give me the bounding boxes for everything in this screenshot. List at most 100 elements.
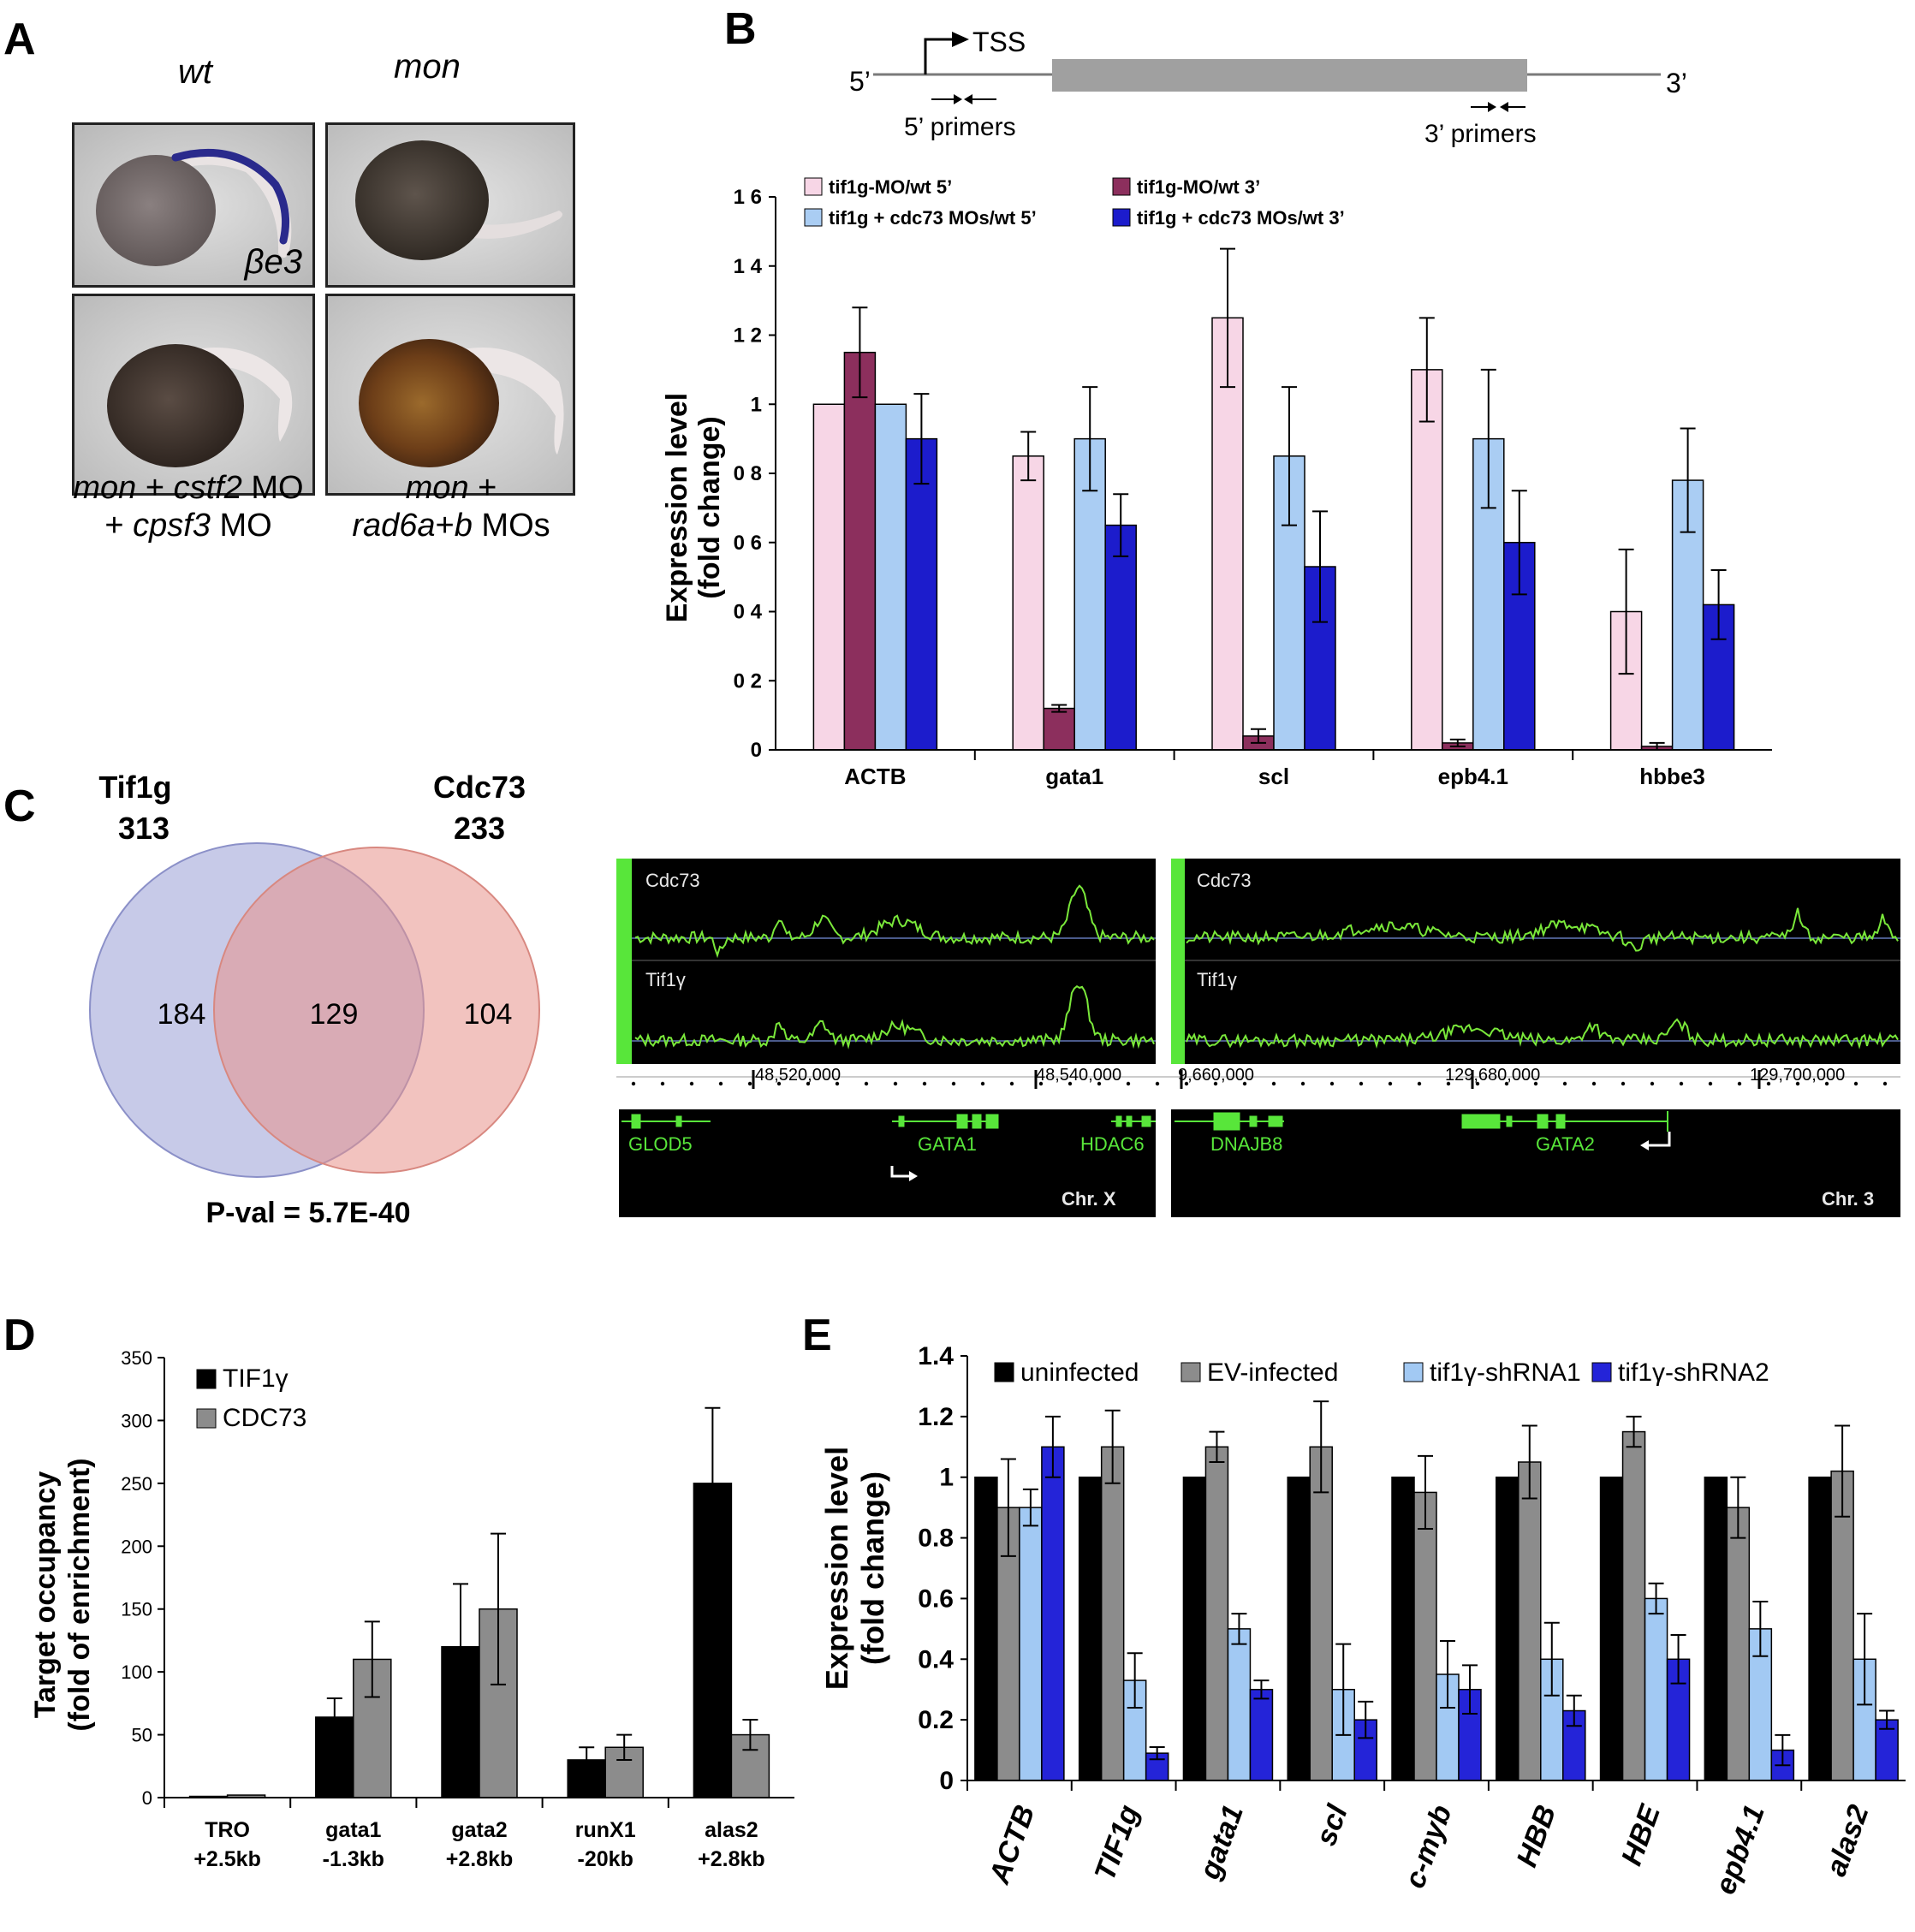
chart-e-errorbar-2-0 — [1022, 1488, 1038, 1527]
chart-b-errorbar-1-2 — [1251, 728, 1266, 744]
chart-e-errorbar-1-5 — [1521, 1424, 1537, 1500]
chart-e-bar-1-6 — [1621, 1430, 1646, 1781]
chart-e-bar-1-3 — [1309, 1446, 1333, 1781]
chart-e-errorbar-2-7 — [1752, 1600, 1769, 1657]
chart-b-xtick-4: hbbe3 — [1639, 764, 1705, 789]
chart-d-ytick-4: 200 — [121, 1536, 152, 1557]
chart-e-errorbar-2-3 — [1335, 1643, 1352, 1736]
coord-left-1: 48,520,000 — [755, 1066, 841, 1085]
set2-total: 233 — [454, 811, 505, 846]
signal-cdc73-right — [1186, 907, 1899, 952]
chart-e-bar-1-8 — [1830, 1470, 1854, 1781]
five-prime-primers-label: 5’ primers — [904, 113, 1016, 141]
chart-e-ytick-3: 0.6 — [918, 1584, 954, 1613]
chart-b-ytick-6: 1 2 — [734, 324, 762, 348]
chart-e-legend-swatch-0 — [994, 1362, 1014, 1382]
chart-b-ylabel: Expression level(fold change) — [661, 393, 726, 622]
chart-d-xtick-4-b: +2.8kb — [698, 1847, 765, 1866]
chart-b-errorbar-0-1 — [1020, 431, 1037, 482]
chart-e-errorbar-2-4 — [1440, 1640, 1455, 1709]
chart-e-bar-3-8 — [1875, 1719, 1899, 1781]
coord-right-0: 9,660,000 — [1178, 1066, 1254, 1085]
chart-b-errorbar-3-4 — [1710, 569, 1727, 640]
chart-e-bar-1-7 — [1726, 1507, 1751, 1781]
genome-browser: Cdc73 Tif1γ Cdc73 Tif1γ 48,520,000 48,54… — [616, 859, 1900, 1217]
chart-d-xtick-3-a: runX1 — [575, 1818, 636, 1842]
chart-d-xtick-3-b: -20kb — [578, 1847, 633, 1866]
chart-e-errorbar-3-4 — [1462, 1664, 1478, 1715]
chart-e-legend-label-0: uninfected — [1020, 1358, 1139, 1387]
signal-tif1g-right — [1186, 1018, 1899, 1049]
chart-b-ytick-3: 0 6 — [734, 532, 762, 555]
gene-label-dnajb8: DNAJB8 — [1210, 1133, 1282, 1155]
chart-e-errorbar-3-8 — [1879, 1709, 1895, 1730]
chart-b-errorbar-2-1 — [1082, 386, 1098, 492]
coord-right-1: 129,680,000 — [1445, 1066, 1540, 1085]
chart-b-bar-0-2 — [1211, 317, 1244, 751]
three-prime-label: 3’ — [1666, 68, 1687, 98]
chart-e-xtick-5: HBB — [1510, 1801, 1562, 1871]
chart-e-legend-swatch-1 — [1181, 1362, 1201, 1382]
gata1-tss-arrow — [890, 1166, 911, 1178]
chart-e-ytick-0: 0 — [939, 1767, 954, 1795]
chart-e-bar-1-2 — [1204, 1446, 1229, 1781]
chart-e-bar-3-0 — [1041, 1446, 1065, 1781]
venn-count-cdc73-only: 104 — [464, 998, 513, 1031]
chart-b-errorbar-2-4 — [1680, 427, 1696, 533]
chart-d-errorbar-0-4 — [705, 1406, 721, 1560]
chart-b-ytick-0: 0 — [751, 739, 762, 762]
track-label-tif1g-left: Tif1γ — [645, 969, 686, 990]
panel-letter-e: E — [802, 1311, 832, 1360]
set1-total: 313 — [118, 811, 169, 846]
chart-e-errorbar-1-8 — [1835, 1424, 1851, 1518]
chart-e-bar-0-1 — [1078, 1476, 1103, 1781]
chart-e-errorbar-1-7 — [1730, 1476, 1746, 1539]
chart-b-bar-0-3 — [1411, 369, 1443, 751]
set2-name: Cdc73 — [433, 770, 526, 805]
chart-e-legend-label-1: EV-infected — [1207, 1358, 1338, 1387]
chart-b-legend-label-1: tif1g-MO/wt 3’ — [1137, 176, 1260, 198]
chart-e-legend-swatch-3 — [1591, 1362, 1612, 1382]
chart-d-errorbar-0-3 — [579, 1746, 595, 1774]
chart-e-bar-2-2 — [1227, 1628, 1252, 1781]
chart-d-errorbar-1-3 — [616, 1733, 633, 1761]
chart-e-xtick-8: alas2 — [1820, 1801, 1876, 1881]
chart-e-errorbar-1-1 — [1104, 1409, 1121, 1484]
chart-b-legend-label-3: tif1g + cdc73 MOs/wt 3’ — [1137, 207, 1345, 229]
coordinate-ruler — [631, 1081, 1888, 1086]
chart-e-bar-1-1 — [1100, 1446, 1125, 1781]
chart-e-errorbar-2-2 — [1231, 1613, 1247, 1645]
chart-b-errorbar-3-1 — [1113, 493, 1129, 557]
chart-e-errorbar-3-3 — [1358, 1700, 1374, 1739]
chart-b-ytick-7: 1 4 — [734, 255, 763, 278]
chart-b-legend-swatch-2 — [804, 208, 823, 227]
chart-b-errorbar-3-0 — [913, 393, 930, 485]
chart-b-bar-2-0 — [874, 403, 907, 751]
chart-e-legend-swatch-2 — [1403, 1362, 1424, 1382]
chart-b-legend-swatch-3 — [1112, 208, 1131, 227]
chart-e-ytick-7: 1.4 — [918, 1344, 954, 1370]
chart-e-errorbar-3-0 — [1044, 1415, 1061, 1478]
chart-b-legend-swatch-1 — [1112, 177, 1131, 196]
chart-b-errorbar-0-3 — [1418, 317, 1435, 423]
chart-e-errorbar-3-6 — [1670, 1633, 1686, 1685]
chart-e-errorbar-2-5 — [1543, 1621, 1560, 1697]
chart-e-ytick-1: 0.2 — [918, 1706, 954, 1734]
chart-d-ytick-5: 250 — [121, 1473, 152, 1495]
chart-e-xtick-1: TIF1g — [1088, 1801, 1145, 1885]
chart-e-bar-0-2 — [1182, 1476, 1207, 1781]
gene-label-glod5: GLOD5 — [628, 1133, 693, 1155]
chart-b-errorbar-2-3 — [1480, 368, 1496, 509]
chart-e-bar-0-4 — [1391, 1476, 1415, 1781]
gene-label-hdac6: HDAC6 — [1080, 1133, 1145, 1155]
chart-e-errorbar-1-2 — [1209, 1430, 1225, 1463]
signal-cdc73-left — [634, 884, 1155, 959]
embryo-image-mon — [325, 122, 575, 288]
chart-e-xtick-6: HBE — [1615, 1800, 1668, 1870]
chart-d: 0 50 100 150 200 250 300 350 TRO +2.5kb gata1 -1.3k… — [29, 1347, 794, 1866]
embryo-image-mon-cstf2-cpsf3 — [72, 294, 315, 496]
chart-d-legend-label-1: CDC73 — [223, 1404, 306, 1432]
chart-e-errorbar-3-5 — [1566, 1694, 1582, 1727]
column-label-mon: mon — [394, 48, 461, 86]
chart-b-bar-1-0 — [843, 351, 877, 751]
